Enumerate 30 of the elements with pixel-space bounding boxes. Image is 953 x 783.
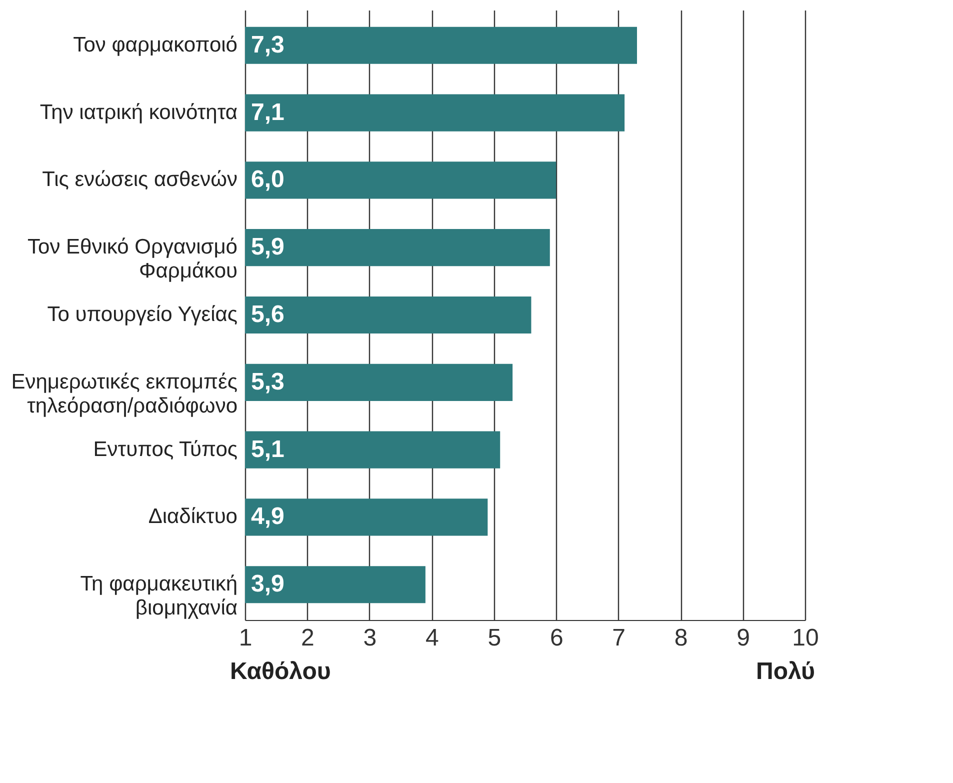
data-label: 5,1 [251, 436, 284, 463]
text: Καθόλου [230, 658, 331, 685]
y-tick-label: Τον Εθνικό Οργανισμό Φαρμάκου [28, 236, 238, 283]
x-tick-label: 1 [238, 624, 252, 652]
y-tick-label: Διαδίκτυο [148, 505, 238, 528]
data-label: 4,9 [251, 503, 284, 530]
x-tick-label: 4 [425, 624, 439, 652]
y-tick-label: Τον φαρμακοποιό [73, 33, 238, 56]
x-tick-label: 8 [674, 624, 688, 652]
y-tick-label: Την ιατρική κοινότητα [40, 100, 238, 124]
x-tick-label: 10 [792, 624, 819, 652]
data-label: 6,0 [251, 166, 284, 194]
x-tick-label: 5 [488, 624, 502, 652]
x-tick-label: 2 [301, 624, 314, 652]
data-label: 5,6 [251, 301, 284, 328]
data-label: 3,9 [251, 570, 284, 598]
x-tick-label: 7 [612, 624, 626, 652]
x-tick-label: 3 [363, 624, 377, 652]
y-tick-label: Τις ενώσεις ασθενών [42, 168, 238, 192]
y-tick-label: Τη φαρμακευτική βιομηχανία [80, 572, 238, 620]
y-tick-label: Το υπουργείο Υγείας [47, 303, 238, 326]
x-tick-label: 6 [550, 624, 564, 652]
data-label: 7,1 [251, 98, 284, 126]
data-label: 5,3 [251, 368, 284, 396]
y-tick-label: Εντυπος Τύπος [93, 438, 238, 461]
y-tick-label: Ενημερωτικές εκπομπές τηλεόραση/ραδιόφωνο [11, 370, 238, 418]
data-label: 7,3 [251, 31, 284, 58]
text: Πολύ [756, 658, 815, 685]
x-tick-label: 9 [736, 624, 750, 652]
data-label: 5,9 [251, 234, 284, 261]
